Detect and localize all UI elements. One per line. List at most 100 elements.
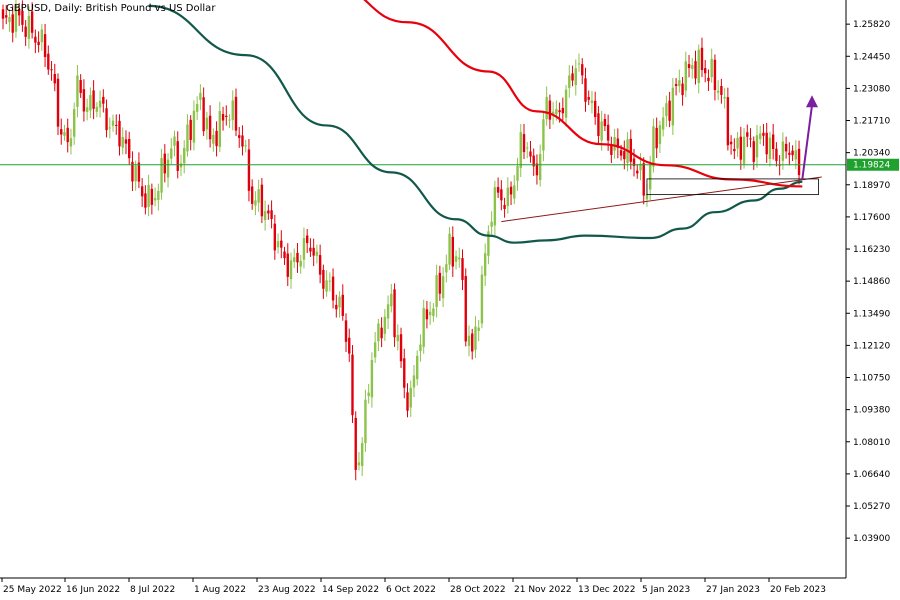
candle-body [422,307,425,347]
candle [92,80,95,120]
candle-body [276,241,280,248]
candle-body [231,100,234,120]
candle-body [189,119,192,140]
candle [445,254,448,283]
candle-body [600,121,603,141]
candle [238,126,241,148]
candle [179,154,183,177]
candle-body [451,236,455,267]
candle [153,187,157,207]
candle [72,102,76,145]
candle-body [765,132,768,155]
candle-body [377,323,380,342]
candle [597,106,600,145]
candle [603,113,607,132]
candle [716,80,720,101]
y-tick-label: 1.20340 [853,149,890,159]
candle-body [137,162,141,182]
candle-body [474,326,477,350]
candle-body [390,293,393,307]
candle [704,59,707,83]
candle-body [509,186,513,195]
candle [577,53,581,72]
candle [749,128,752,148]
candle [283,246,286,265]
moving-average-slow [148,4,803,244]
candle-body [238,135,241,138]
chart-overlays [0,0,846,244]
candle-body [212,134,215,144]
candle [700,37,704,78]
candle [215,121,218,157]
candle [513,175,516,205]
candle [733,138,736,160]
candle-body [293,257,296,262]
candle-body [134,165,137,182]
candle [671,77,675,135]
candle-body [72,109,76,137]
candle [529,141,532,163]
y-tick-label: 1.21710 [853,117,890,127]
x-tick-label: 13 Dec 2022 [578,585,636,595]
candle-body [435,275,438,307]
candle [21,0,24,32]
candle-body [53,73,56,84]
candle [118,114,121,156]
candle-body [428,311,432,316]
candle [302,227,306,269]
candle-body [309,247,312,252]
candle-body [759,133,762,140]
candle-body [322,269,325,289]
candle-body [289,260,293,280]
candle-body [593,100,597,118]
candle-body [24,26,27,37]
candle-body [254,200,257,206]
candle [43,23,47,68]
candle [416,350,419,386]
candle-body [739,136,743,160]
candle [102,89,105,113]
candle [221,106,225,131]
candle [668,91,671,128]
candle-body [338,296,341,308]
candle [66,118,69,153]
candle-body [788,152,791,155]
candle-body [47,53,50,70]
candle [775,142,778,167]
candle [331,268,335,309]
candle [69,128,73,155]
candle [759,125,762,145]
candle-body [652,126,655,167]
y-tick-label: 1.25820 [853,20,890,30]
candle-body [273,223,277,251]
candle [322,264,325,299]
candle-body [63,132,66,136]
candle-body [723,97,726,99]
candle-body [642,163,645,196]
candle [726,87,730,151]
candle-body [102,96,105,104]
candle-body [746,132,749,137]
support-zone-box [646,178,819,196]
candle-body [454,256,458,262]
candle-body [37,41,40,46]
candle [425,301,429,329]
candle-body [247,149,251,191]
candle [574,59,577,96]
candle-body [500,189,503,201]
candle [34,29,37,54]
candle [247,138,251,202]
candle [293,248,296,268]
candle [480,265,484,329]
candle [493,180,497,236]
candle-body [716,90,720,93]
candle-body [270,210,273,219]
candle-body [89,95,92,111]
candle [778,155,781,176]
candle [629,129,632,170]
candle [691,57,694,79]
candle [166,153,170,188]
candle [610,136,613,164]
